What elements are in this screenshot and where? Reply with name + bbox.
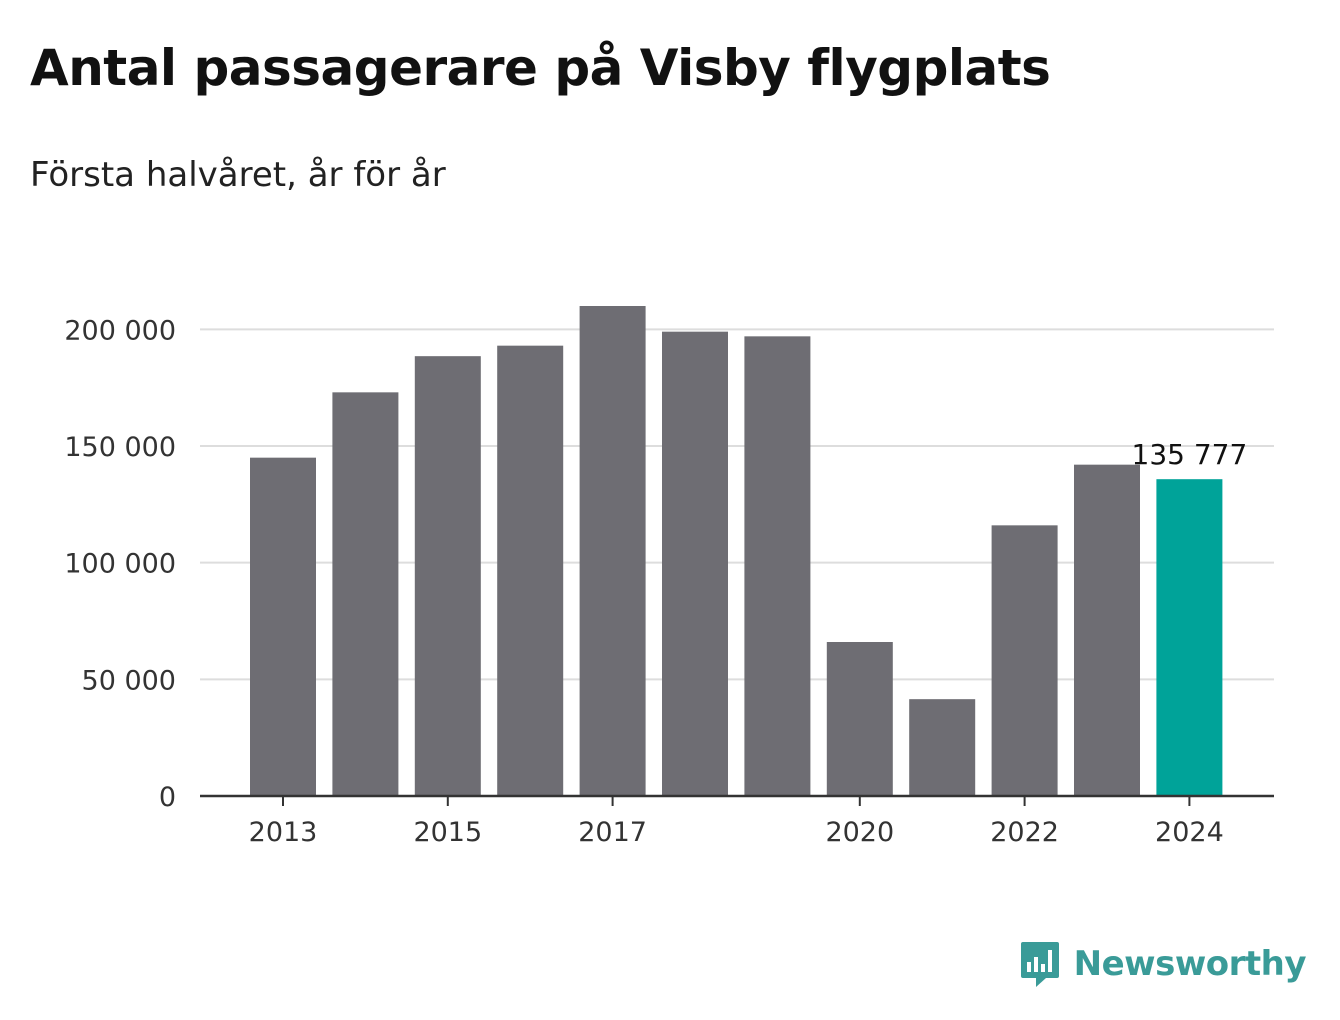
y-tick-label-0: 0 bbox=[159, 782, 176, 813]
data-labels: 135 777 bbox=[1132, 438, 1248, 471]
x-tick-label-2022: 2022 bbox=[990, 817, 1059, 848]
bar-2022 bbox=[991, 525, 1058, 796]
x-tick-label-2020: 2020 bbox=[825, 817, 894, 848]
chart-title: Antal passagerare på Visby flygplats bbox=[30, 39, 1051, 97]
x-tick-label-2017: 2017 bbox=[578, 817, 647, 848]
x-tick-label-2024: 2024 bbox=[1155, 817, 1224, 848]
bar-2018 bbox=[662, 331, 728, 796]
bar-2014 bbox=[332, 392, 399, 796]
chart-subtitle: Första halvåret, år för år bbox=[30, 155, 446, 195]
x-tick-label-2013: 2013 bbox=[249, 817, 318, 848]
data-label-2024: 135 777 bbox=[1132, 438, 1248, 471]
bar-2016 bbox=[497, 345, 564, 796]
newsworthy-logo: Newsworthy bbox=[1020, 940, 1307, 988]
y-axis-tick-labels: 0 50 000 100 000 150 000 200 000 bbox=[64, 315, 176, 813]
bar-2019 bbox=[744, 336, 811, 796]
bar-2017 bbox=[579, 306, 646, 796]
y-tick-label-100000: 100 000 bbox=[64, 549, 176, 580]
brand-name: Newsworthy bbox=[1073, 944, 1307, 984]
bar-chart: 2013 2015 2017 2020 2022 2024 0 50 000 100 000 1… bbox=[64, 306, 1274, 848]
y-tick-label-150000: 150 000 bbox=[64, 432, 176, 463]
bar-2024 bbox=[1156, 479, 1223, 796]
bar-2021 bbox=[909, 699, 976, 796]
x-axis-ticks: 2013 2015 2017 2020 2022 2024 bbox=[249, 796, 1224, 848]
x-tick-label-2015: 2015 bbox=[413, 817, 482, 848]
bar-2013 bbox=[250, 457, 316, 796]
bar-2023 bbox=[1074, 464, 1140, 796]
bar-chart-speech-bubble-icon bbox=[1020, 942, 1059, 987]
y-tick-label-200000: 200 000 bbox=[64, 315, 176, 346]
bar-2015 bbox=[414, 356, 481, 796]
y-tick-label-50000: 50 000 bbox=[82, 665, 176, 696]
bars bbox=[250, 306, 1223, 796]
bar-2020 bbox=[826, 642, 893, 796]
